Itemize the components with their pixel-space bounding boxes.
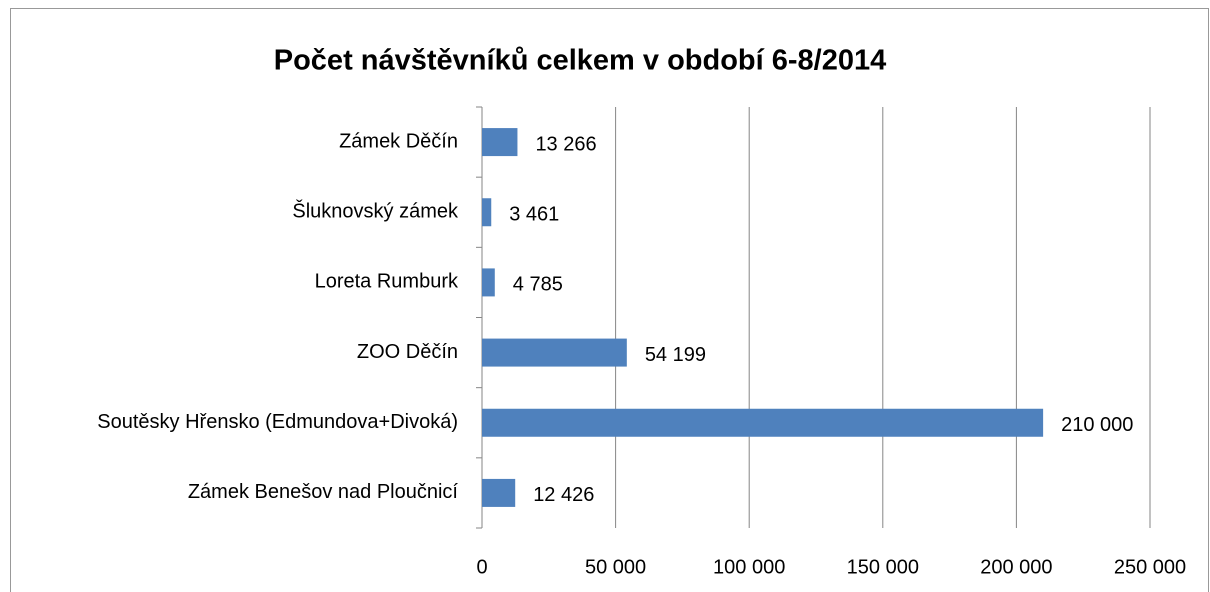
- x-tick-label: 100 000: [713, 556, 785, 578]
- value-label: 3 461: [509, 204, 559, 226]
- value-label: 54 199: [645, 344, 706, 366]
- bar: [482, 408, 1044, 437]
- value-label: 210 000: [1061, 414, 1133, 436]
- y-tick-label: Soutěsky Hřensko (Edmundova+Divoká): [97, 411, 458, 433]
- x-tick-label: 200 000: [980, 556, 1052, 578]
- chart-title: Počet návštěvníků celkem v období 6-8/20…: [274, 45, 886, 77]
- value-label: 12 426: [533, 484, 594, 506]
- x-tick-label: 0: [476, 556, 487, 578]
- bar: [482, 478, 516, 507]
- bar: [482, 128, 518, 157]
- y-tick-label: ZOO Děčín: [357, 341, 458, 363]
- y-tick-label: Zámek Děčín: [339, 130, 458, 152]
- x-tick-label: 50 000: [585, 556, 646, 578]
- chart-border: [10, 8, 1209, 592]
- y-tick-label: Šluknovský zámek: [292, 200, 459, 223]
- bar: [482, 268, 495, 297]
- x-tick-label: 250 000: [1114, 556, 1186, 578]
- bar: [482, 338, 627, 367]
- value-label: 13 266: [535, 133, 596, 155]
- x-tick-label: 150 000: [847, 556, 919, 578]
- y-tick-label: Loreta Rumburk: [315, 271, 459, 293]
- y-tick-label: Zámek Benešov nad Ploučnicí: [188, 481, 459, 503]
- bar: [482, 198, 492, 227]
- value-label: 4 785: [513, 274, 563, 296]
